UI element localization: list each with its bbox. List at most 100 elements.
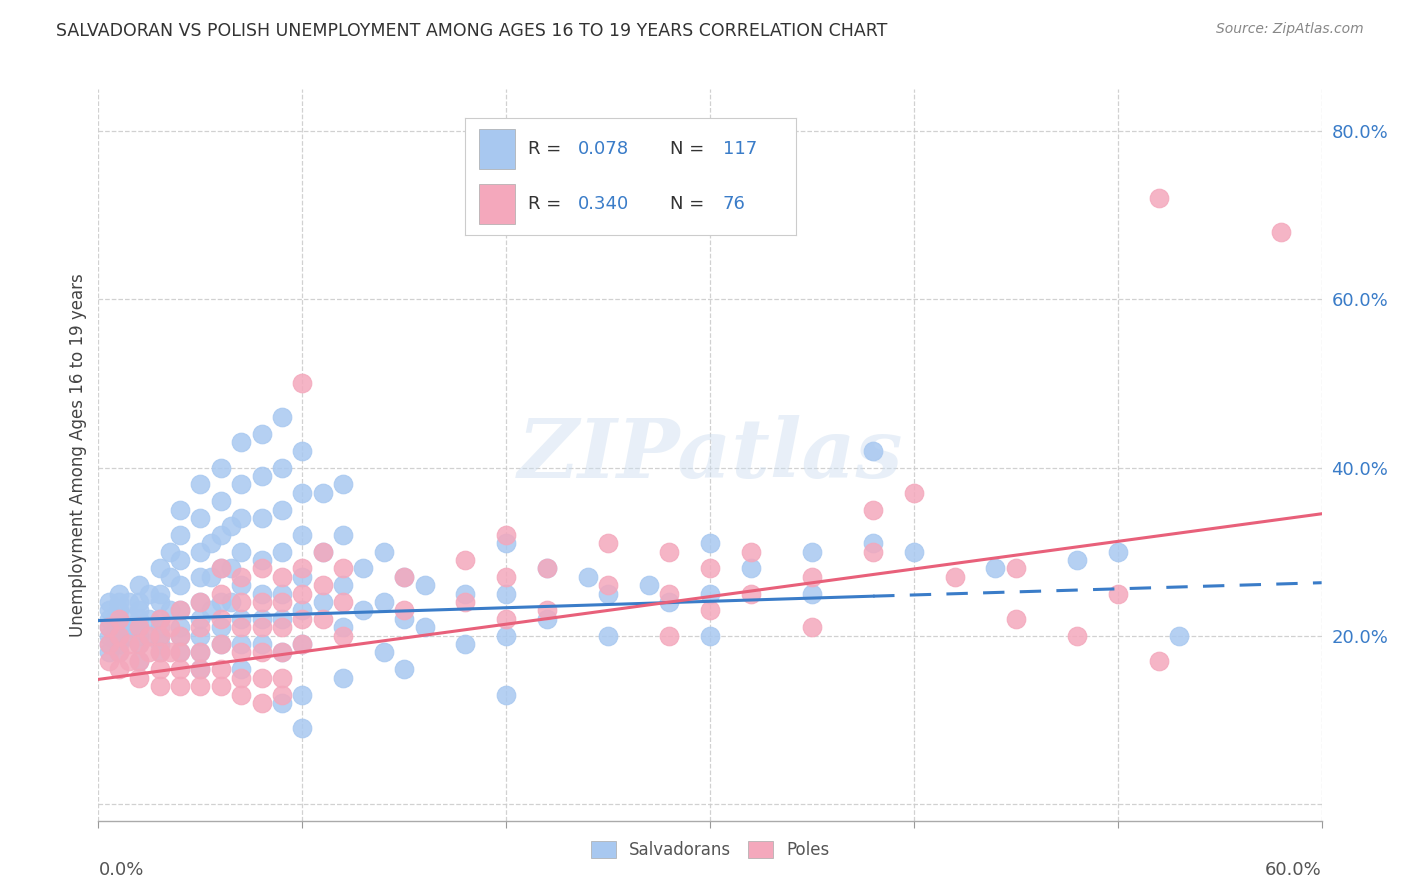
Point bbox=[699, 561, 721, 575]
Point bbox=[188, 645, 212, 659]
Point bbox=[332, 595, 354, 609]
Point bbox=[97, 637, 120, 651]
Point bbox=[108, 612, 131, 626]
Point bbox=[536, 603, 558, 617]
Point bbox=[209, 494, 232, 508]
Point bbox=[312, 485, 335, 500]
Point bbox=[108, 629, 131, 643]
Point bbox=[209, 662, 232, 676]
Point bbox=[108, 645, 131, 659]
Point bbox=[332, 528, 354, 542]
Point bbox=[209, 612, 232, 626]
Point bbox=[270, 587, 294, 601]
Point bbox=[699, 629, 721, 643]
Point bbox=[149, 662, 172, 676]
Point bbox=[159, 620, 181, 634]
Point bbox=[128, 654, 150, 668]
Point bbox=[169, 645, 191, 659]
Point bbox=[250, 637, 273, 651]
Point bbox=[270, 612, 294, 626]
Point bbox=[250, 553, 273, 567]
Point bbox=[108, 603, 131, 617]
Point bbox=[291, 443, 314, 458]
Point bbox=[159, 603, 181, 617]
Point bbox=[392, 612, 416, 626]
Point bbox=[352, 561, 374, 575]
Point bbox=[128, 637, 150, 651]
Point bbox=[658, 544, 681, 558]
Point bbox=[250, 587, 273, 601]
Point bbox=[291, 485, 314, 500]
Point bbox=[1167, 629, 1189, 643]
Point bbox=[373, 544, 395, 558]
Point bbox=[219, 519, 242, 533]
Point bbox=[209, 637, 232, 651]
Point bbox=[312, 595, 335, 609]
Point bbox=[270, 544, 294, 558]
Point bbox=[373, 645, 395, 659]
Point bbox=[149, 629, 172, 643]
Point bbox=[108, 620, 131, 634]
Point bbox=[97, 654, 120, 668]
Point bbox=[97, 603, 120, 617]
Point bbox=[149, 612, 172, 626]
Point bbox=[495, 587, 517, 601]
Point bbox=[231, 544, 253, 558]
Point bbox=[159, 544, 181, 558]
Point bbox=[862, 544, 884, 558]
Point bbox=[231, 688, 253, 702]
Point bbox=[188, 477, 212, 491]
Text: 60.0%: 60.0% bbox=[1265, 861, 1322, 879]
Point bbox=[903, 544, 925, 558]
Point bbox=[250, 696, 273, 710]
Point bbox=[291, 688, 314, 702]
Point bbox=[392, 662, 416, 676]
Point bbox=[1066, 553, 1088, 567]
Point bbox=[169, 578, 191, 592]
Point bbox=[138, 629, 160, 643]
Point bbox=[332, 477, 354, 491]
Point bbox=[149, 645, 172, 659]
Point bbox=[188, 544, 212, 558]
Point bbox=[495, 570, 517, 584]
Point bbox=[270, 460, 294, 475]
Point bbox=[291, 637, 314, 651]
Legend: Salvadorans, Poles: Salvadorans, Poles bbox=[582, 832, 838, 867]
Point bbox=[637, 578, 661, 592]
Point bbox=[108, 595, 131, 609]
Text: Source: ZipAtlas.com: Source: ZipAtlas.com bbox=[1216, 22, 1364, 37]
Point bbox=[291, 587, 314, 601]
Point bbox=[495, 536, 517, 550]
Point bbox=[97, 620, 120, 634]
Text: ZIPatlas: ZIPatlas bbox=[517, 415, 903, 495]
Point bbox=[188, 629, 212, 643]
Point bbox=[270, 645, 294, 659]
Point bbox=[149, 595, 172, 609]
Point bbox=[598, 587, 620, 601]
Point bbox=[392, 603, 416, 617]
Point bbox=[138, 629, 160, 643]
Point bbox=[1107, 587, 1129, 601]
Point bbox=[209, 679, 232, 693]
Point bbox=[801, 570, 824, 584]
Point bbox=[699, 536, 721, 550]
Point bbox=[231, 578, 253, 592]
Point bbox=[149, 629, 172, 643]
Point bbox=[104, 629, 127, 643]
Point bbox=[250, 511, 273, 525]
Point bbox=[943, 570, 966, 584]
Point bbox=[392, 570, 416, 584]
Point bbox=[219, 561, 242, 575]
Point bbox=[97, 612, 120, 626]
Point bbox=[169, 603, 191, 617]
Point bbox=[128, 654, 150, 668]
Point bbox=[495, 688, 517, 702]
Point bbox=[169, 645, 191, 659]
Point bbox=[128, 595, 150, 609]
Point bbox=[250, 620, 273, 634]
Point bbox=[169, 629, 191, 643]
Point bbox=[188, 620, 212, 634]
Point bbox=[270, 696, 294, 710]
Point bbox=[149, 620, 172, 634]
Point bbox=[104, 612, 127, 626]
